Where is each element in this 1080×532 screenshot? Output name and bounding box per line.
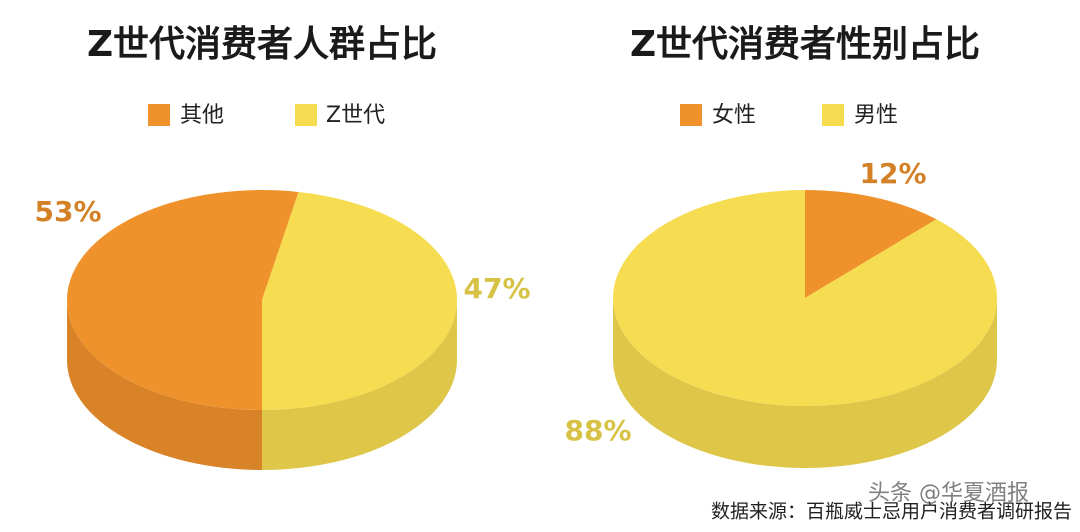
data-label: 12% bbox=[859, 157, 926, 190]
legend-swatch bbox=[295, 104, 317, 126]
legend-swatch bbox=[680, 104, 702, 126]
pie-slice bbox=[262, 191, 457, 410]
pie-slice bbox=[612, 190, 997, 406]
pie-side bbox=[67, 300, 262, 470]
legend-label: 女性 bbox=[712, 103, 756, 128]
source-note: 数据来源：百瓶威士忌用户消费者调研报告 bbox=[711, 501, 1072, 523]
legend-swatch bbox=[822, 104, 844, 126]
legend-label: Z世代 bbox=[326, 103, 385, 128]
legend-label: 男性 bbox=[854, 103, 898, 128]
pie-side bbox=[262, 300, 457, 470]
chart-title: Z世代消费者人群占比 bbox=[87, 24, 437, 65]
pie-slice bbox=[805, 190, 937, 298]
pie-slice bbox=[66, 189, 299, 411]
data-label: 53% bbox=[34, 195, 101, 228]
legend-label: 其他 bbox=[180, 103, 224, 128]
watermark: 头条 @华夏酒报 bbox=[868, 481, 1029, 506]
legend-swatch bbox=[148, 104, 170, 126]
data-label: 88% bbox=[564, 414, 631, 447]
data-label: 47% bbox=[463, 272, 530, 305]
pie-side bbox=[613, 298, 997, 468]
chart-title: Z世代消费者性别占比 bbox=[630, 24, 980, 65]
